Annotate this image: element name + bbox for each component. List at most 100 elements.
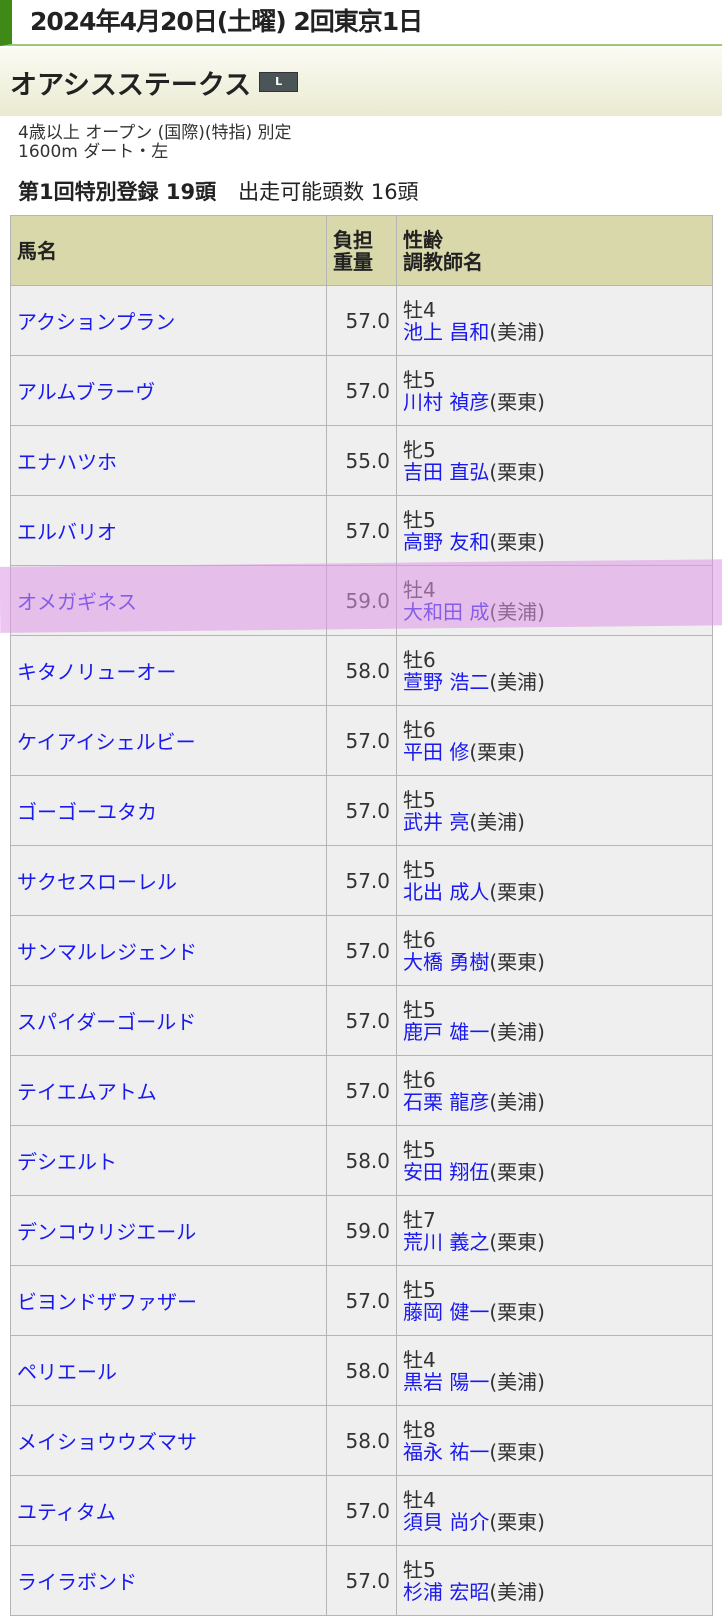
stable: (栗東) xyxy=(489,389,545,414)
trainer-link[interactable]: 高野 友和 xyxy=(403,529,490,554)
horse-name-link[interactable]: スパイダーゴールド xyxy=(17,1010,197,1034)
trainer-link[interactable]: 黒岩 陽一 xyxy=(403,1369,490,1394)
trainer-link[interactable]: 大和田 成 xyxy=(403,599,490,624)
stable: (栗東) xyxy=(489,1439,545,1464)
horse-name-link[interactable]: キタノリューオー xyxy=(17,660,177,684)
entries-table: 馬名 負担 重量 性齢 調教師名 アクションプラン 57.0 牡4 池上 昌和(美浦)… xyxy=(10,215,713,1616)
weight-cell: 57.0 xyxy=(326,845,397,916)
horse-name-link[interactable]: ケイアイシェルビー xyxy=(17,730,196,754)
weight-cell: 57.0 xyxy=(326,1475,397,1546)
weight-cell: 57.0 xyxy=(326,1545,397,1616)
table-row: サンマルレジェンド 57.0 牡6 大橋 勇樹(栗東) xyxy=(10,915,713,986)
horse-name-link[interactable]: アルムブラーヴ xyxy=(17,380,156,404)
weight-cell: 57.0 xyxy=(326,1265,397,1336)
weight-cell: 59.0 xyxy=(326,565,397,636)
horse-name-cell: アクションプラン xyxy=(10,285,327,356)
horse-name-link[interactable]: サンマルレジェンド xyxy=(17,940,197,964)
weight-cell: 57.0 xyxy=(326,495,397,566)
sexage: 牡5 xyxy=(403,997,436,1022)
sexage: 牡6 xyxy=(403,927,436,952)
sexage: 牡5 xyxy=(403,1557,436,1582)
weight-cell: 58.0 xyxy=(326,1125,397,1196)
trainer-link[interactable]: 須貝 尚介 xyxy=(403,1509,490,1534)
sexage-trainer-cell: 牡5 鹿戸 雄一(美浦) xyxy=(396,985,713,1056)
sexage: 牡7 xyxy=(403,1207,436,1232)
horse-name-link[interactable]: エルバリオ xyxy=(17,520,117,544)
header-weight-line1: 負担 xyxy=(333,227,373,252)
trainer-link[interactable]: 池上 昌和 xyxy=(403,319,490,344)
header-horse-name: 馬名 xyxy=(10,215,327,286)
horse-name-cell: メイショウウズマサ xyxy=(10,1405,327,1476)
trainer-link[interactable]: 平田 修 xyxy=(403,739,470,764)
stable: (美浦) xyxy=(489,1089,545,1114)
sexage: 牡6 xyxy=(403,1067,436,1092)
sexage: 牡4 xyxy=(403,577,436,602)
trainer-link[interactable]: 杉浦 宏昭 xyxy=(403,1579,490,1604)
horse-name-link[interactable]: デシエルト xyxy=(17,1150,117,1174)
trainer-link[interactable]: 荒川 義之 xyxy=(403,1229,490,1254)
table-row: ペリエール 58.0 牡4 黒岩 陽一(美浦) xyxy=(10,1335,713,1406)
trainer-link[interactable]: 福永 祐一 xyxy=(403,1439,490,1464)
stable: (栗東) xyxy=(489,459,545,484)
stable: (栗東) xyxy=(489,949,545,974)
weight-cell: 57.0 xyxy=(326,775,397,846)
registration-count: 第1回特別登録 19頭 xyxy=(18,180,217,204)
trainer-link[interactable]: 大橋 勇樹 xyxy=(403,949,490,974)
horse-name-link[interactable]: ライラボンド xyxy=(17,1570,137,1594)
horse-name-link[interactable]: ビヨンドザファザー xyxy=(17,1290,197,1314)
stable: (栗東) xyxy=(489,879,545,904)
horse-name-cell: ペリエール xyxy=(10,1335,327,1406)
horse-name-link[interactable]: エナハツホ xyxy=(17,450,117,474)
race-class: 4歳以上 オープン (国際)(特指) 別定 xyxy=(18,123,292,143)
horse-name-link[interactable]: メイショウウズマサ xyxy=(17,1430,197,1454)
table-row: デシエルト 58.0 牡5 安田 翔伍(栗東) xyxy=(10,1125,713,1196)
trainer-link[interactable]: 藤岡 健一 xyxy=(403,1299,490,1324)
header-weight-line2: 重量 xyxy=(333,249,373,274)
horse-name-cell: サクセスローレル xyxy=(10,845,327,916)
stable: (美浦) xyxy=(489,599,545,624)
sexage: 牡8 xyxy=(403,1417,436,1442)
trainer-link[interactable]: 安田 翔伍 xyxy=(403,1159,490,1184)
trainer-link[interactable]: 石栗 龍彦 xyxy=(403,1089,490,1114)
trainer-link[interactable]: 川村 禎彦 xyxy=(403,389,490,414)
sexage: 牡5 xyxy=(403,507,436,532)
horse-name-cell: ユティタム xyxy=(10,1475,327,1546)
weight-cell: 57.0 xyxy=(326,915,397,986)
header-sexage: 性齢 xyxy=(403,227,443,252)
listed-grade-badge: L xyxy=(259,72,299,92)
horse-name-link[interactable]: ユティタム xyxy=(17,1500,116,1524)
sexage-trainer-cell: 牡8 福永 祐一(栗東) xyxy=(396,1405,713,1476)
horse-name-link[interactable]: ペリエール xyxy=(17,1360,117,1384)
table-row: ケイアイシェルビー 57.0 牡6 平田 修(栗東) xyxy=(10,705,713,776)
horse-name-link[interactable]: サクセスローレル xyxy=(17,870,177,894)
trainer-link[interactable]: 萱野 浩二 xyxy=(403,669,490,694)
trainer-link[interactable]: 鹿戸 雄一 xyxy=(403,1019,490,1044)
table-row: キタノリューオー 58.0 牡6 萱野 浩二(美浦) xyxy=(10,635,713,706)
table-row: サクセスローレル 57.0 牡5 北出 成人(栗東) xyxy=(10,845,713,916)
sexage-trainer-cell: 牡5 武井 亮(美浦) xyxy=(396,775,713,846)
trainer-link[interactable]: 北出 成人 xyxy=(403,879,490,904)
horse-name-cell: テイエムアトム xyxy=(10,1055,327,1126)
trainer-link[interactable]: 武井 亮 xyxy=(403,809,470,834)
table-row: ユティタム 57.0 牡4 須貝 尚介(栗東) xyxy=(10,1475,713,1546)
weight-cell: 55.0 xyxy=(326,425,397,496)
horse-name-link[interactable]: オメガギネス xyxy=(17,590,137,614)
sexage: 牡6 xyxy=(403,647,436,672)
race-title-bar: オアシスステークス L xyxy=(0,48,722,116)
header-sexage-trainer: 性齢 調教師名 xyxy=(396,215,713,286)
header-weight: 負担 重量 xyxy=(326,215,397,286)
sexage-trainer-cell: 牡6 平田 修(栗東) xyxy=(396,705,713,776)
weight-cell: 57.0 xyxy=(326,285,397,356)
horse-name-link[interactable]: デンコウリジエール xyxy=(17,1220,197,1244)
horse-name-link[interactable]: ゴーゴーユタカ xyxy=(17,800,157,824)
horse-name-cell: ビヨンドザファザー xyxy=(10,1265,327,1336)
sexage: 牡4 xyxy=(403,1487,436,1512)
race-course: 1600m ダート・左 xyxy=(18,142,169,162)
stable: (栗東) xyxy=(489,1229,545,1254)
horse-name-cell: デンコウリジエール xyxy=(10,1195,327,1266)
horse-name-link[interactable]: アクションプラン xyxy=(17,310,176,334)
sexage-trainer-cell: 牡4 池上 昌和(美浦) xyxy=(396,285,713,356)
trainer-link[interactable]: 吉田 直弘 xyxy=(403,459,490,484)
horse-name-link[interactable]: テイエムアトム xyxy=(17,1080,157,1104)
table-row: ビヨンドザファザー 57.0 牡5 藤岡 健一(栗東) xyxy=(10,1265,713,1336)
